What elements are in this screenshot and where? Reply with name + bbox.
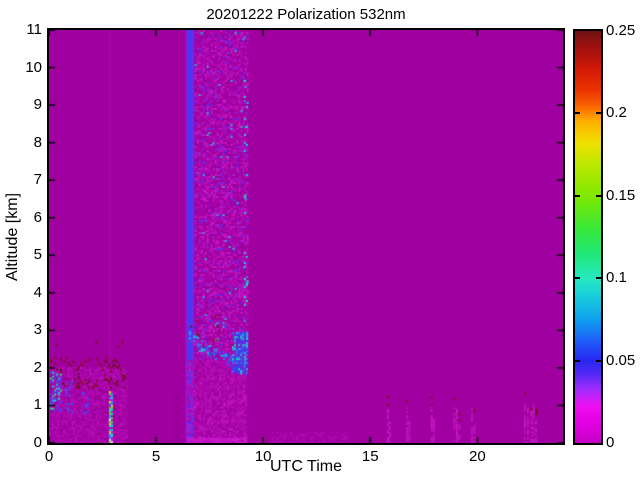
x-tick-label: 10	[254, 448, 272, 465]
chart-title: 20201222 Polarization 532nm	[206, 6, 406, 23]
y-axis-label: Altitude [km]	[4, 192, 21, 282]
colorbar-tick-label: 0.05	[606, 351, 636, 369]
colorbar	[573, 29, 603, 445]
colorbar-tick-label: 0.2	[606, 104, 627, 122]
colorbar-gradient	[575, 31, 601, 443]
x-axis-label: UTC Time	[270, 458, 342, 475]
colorbar-tick	[596, 194, 601, 197]
y-tick-label: 5	[33, 246, 42, 264]
x-tick-label: 20	[468, 448, 486, 465]
y-tick-label: 0	[33, 434, 42, 451]
plot-area	[47, 28, 565, 445]
heatmap-canvas	[49, 30, 563, 443]
y-tick-label: 6	[33, 208, 42, 226]
colorbar-tick	[596, 112, 601, 115]
y-tick-label: 9	[33, 96, 42, 114]
x-tick-label: 5	[151, 448, 161, 465]
colorbar-tick-label: 0.1	[606, 269, 627, 287]
colorbar-tick-label: 0.15	[606, 186, 636, 204]
y-tick-label: 8	[33, 133, 42, 151]
colorbar-tick	[575, 194, 580, 197]
y-tick-label: 4	[33, 283, 42, 301]
y-tick-label: 7	[33, 171, 42, 189]
colorbar-tick-label: 0.25	[606, 22, 636, 39]
colorbar-tick	[575, 359, 580, 362]
colorbar-tick	[596, 277, 601, 280]
y-tick-label: 11	[26, 21, 42, 38]
colorbar-tick-label: 0	[606, 434, 615, 451]
colorbar-tick	[596, 359, 601, 362]
y-tick-label: 3	[33, 321, 42, 339]
y-tick-label: 10	[25, 58, 42, 76]
x-tick-label: 0	[44, 448, 54, 465]
y-tick-label: 1	[33, 396, 42, 414]
y-tick-label: 2	[33, 358, 42, 376]
x-tick-label: 15	[361, 448, 379, 465]
colorbar-tick	[575, 277, 580, 280]
colorbar-tick	[575, 112, 580, 115]
